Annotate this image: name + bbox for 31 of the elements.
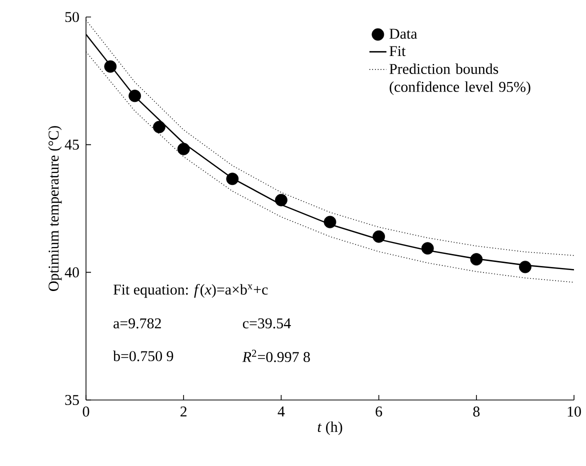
y-tick-label: 40 (64, 267, 79, 278)
x-tick-label: 8 (473, 406, 480, 417)
point (128, 90, 141, 102)
annotation: Fit equation: f(x)=a×b$^{x}$+c (113, 284, 268, 298)
annotation: R$^{2}$=0.997 8 (242, 350, 310, 362)
x-tick-label: 4 (278, 406, 285, 416)
x-tick-label: 0 (82, 406, 90, 417)
x-axis-title: t (h) (318, 421, 342, 435)
legend-label: Data (390, 28, 418, 39)
legend-label: Prediction bounds (confidence level 95%) (390, 63, 530, 95)
y-tick-label: 35 (65, 394, 79, 406)
legend-label: Fit (390, 46, 406, 56)
point (104, 60, 117, 73)
x-tick-label: 10 (568, 406, 581, 417)
point (372, 230, 386, 243)
y-tick-label: 45 (64, 140, 79, 150)
annotation: b=0.750 9 (113, 350, 174, 362)
point (470, 253, 483, 266)
point (275, 194, 288, 206)
point (324, 216, 336, 228)
point (519, 260, 532, 274)
x-tick-label: 6 (376, 406, 382, 417)
x-tick-label: 2 (180, 406, 187, 416)
annotation: a=9.782 (114, 318, 161, 328)
point (226, 172, 239, 186)
point (421, 242, 434, 255)
y-tick-label: 50 (65, 12, 79, 22)
point (177, 142, 190, 156)
point (153, 120, 166, 134)
annotation: c=39.54 (242, 318, 291, 328)
y-axis-title: Optimium temperature (°C) (48, 126, 62, 291)
